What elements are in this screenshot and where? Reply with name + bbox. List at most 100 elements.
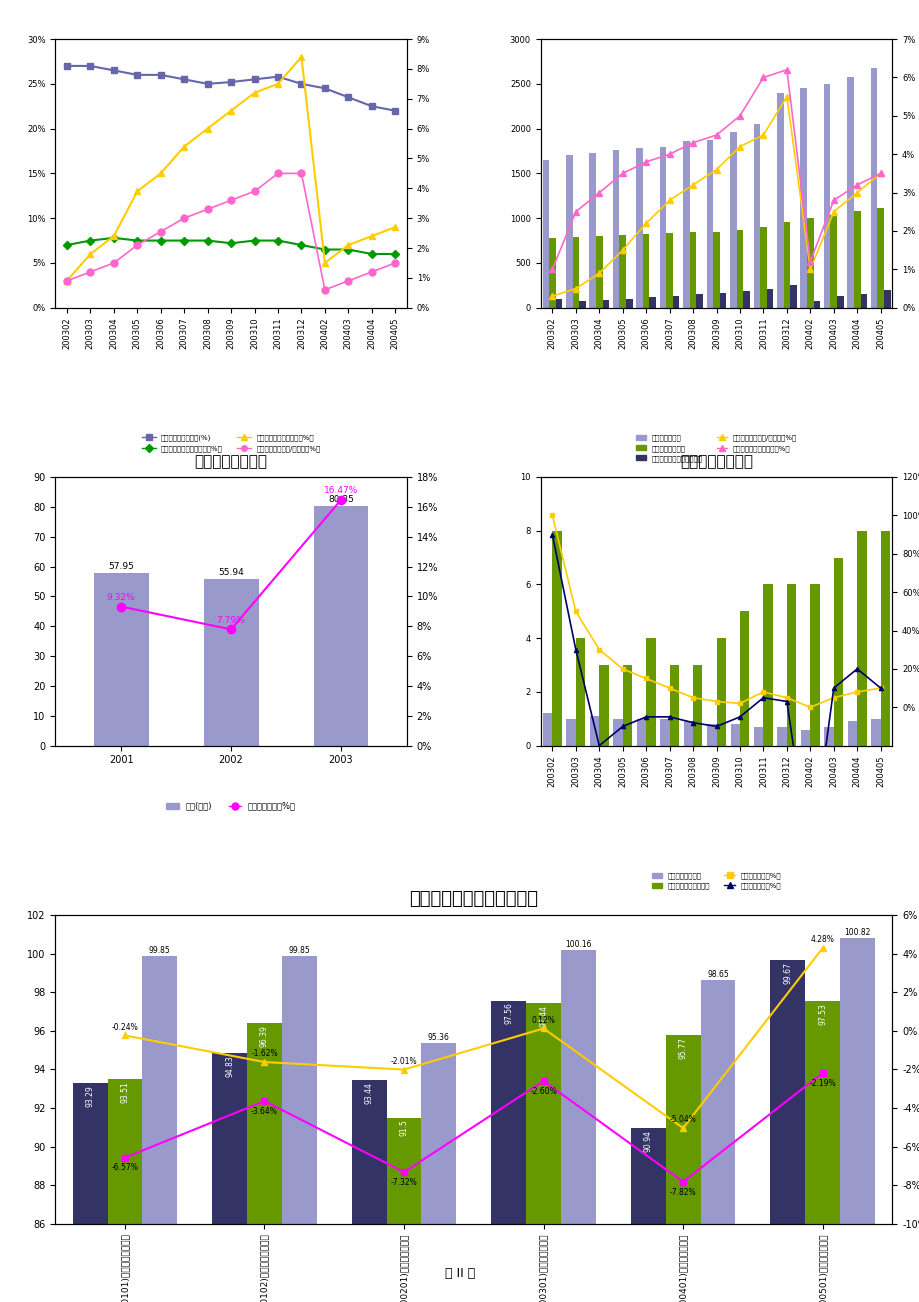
月度累计利润总额/总资产（%） — [546, 289, 557, 305]
Text: -6.57%: -6.57% — [111, 1164, 138, 1172]
Text: -5.04%: -5.04% — [669, 1116, 696, 1124]
月度累计利润总额/总资产（%） — [272, 165, 283, 181]
月度累计主营业务利润率（%） — [85, 233, 96, 249]
Text: 90.94: 90.94 — [643, 1130, 652, 1152]
月度累计主营业务利润率（%） — [390, 246, 401, 262]
Text: -2.01%: -2.01% — [391, 1057, 417, 1066]
Bar — [247, 1023, 281, 1302]
月度累计净资产收益率（%） — [733, 108, 744, 124]
月度累计主营业务利润率（%） — [178, 233, 189, 249]
月度累计利润总额/总资产（%） — [827, 204, 838, 220]
月度累计销售毛利率(%) — [296, 76, 307, 91]
Text: 98.65: 98.65 — [707, 970, 728, 979]
月度累计利润总额/总资产（%） — [874, 165, 885, 181]
Text: 93.51: 93.51 — [120, 1081, 130, 1103]
产量同比增速（%） — [116, 599, 127, 615]
月度累计利润总额/总资产（%） — [617, 242, 628, 258]
Text: 93.44: 93.44 — [364, 1082, 373, 1104]
Bar — [142, 957, 177, 1302]
Bar — [789, 285, 796, 307]
产量环比增速（%） — [827, 680, 838, 695]
产量同比增速（%） — [593, 642, 604, 658]
Bar — [598, 665, 608, 746]
Bar — [636, 719, 645, 746]
产量环比增速（%） — [546, 527, 557, 543]
产量同比增速（%） — [757, 684, 768, 699]
产量环比增速（%） — [780, 694, 791, 710]
月度累计净资产收益率（%） — [874, 165, 885, 181]
月度累计利润总额/总资产（%） — [296, 165, 307, 181]
环比增长率（%） — [816, 940, 827, 956]
Text: 99.85: 99.85 — [289, 947, 310, 956]
产量同比增速（%） — [640, 671, 651, 686]
月度累计销售毛利率(%) — [131, 68, 142, 83]
产量环比增速（%） — [874, 680, 885, 695]
同比增长率（%） — [259, 1094, 270, 1109]
产量同比增速（%） — [617, 661, 628, 677]
Bar — [542, 160, 549, 307]
Bar — [833, 557, 842, 746]
Bar — [636, 148, 642, 307]
Bar — [212, 1053, 247, 1302]
月度累计净资产收益率（%） — [827, 193, 838, 208]
Bar — [618, 236, 625, 307]
产量环比增速（%） — [851, 661, 862, 677]
Text: 99.67: 99.67 — [782, 962, 791, 984]
月度累计利润总额/总资产（%） — [710, 161, 721, 177]
Bar — [800, 89, 806, 307]
月度累计利润总额/总资产（%） — [733, 139, 744, 155]
Bar — [596, 236, 602, 307]
Bar — [683, 721, 692, 746]
月度累计利润总额/总资产（%） — [640, 215, 651, 230]
Bar — [351, 1081, 386, 1302]
产量同比增速（%） — [851, 684, 862, 699]
Bar — [847, 721, 857, 746]
月度累计利润总额/总资产（%） — [780, 89, 791, 104]
月度累计销售毛利率(%) — [85, 59, 96, 74]
Bar — [836, 296, 843, 307]
月度累计利润总额/总资产（%） — [225, 193, 236, 208]
环比增长率（%） — [398, 1061, 409, 1077]
月度累计净资产收益率（%） — [108, 228, 119, 243]
同比增长率（%） — [398, 1164, 409, 1180]
Bar — [806, 219, 812, 307]
产量同比增速（%） — [780, 690, 791, 706]
月度累计主营业务利润率（%） — [108, 230, 119, 246]
Line: 月度累计销售毛利率(%): 月度累计销售毛利率(%) — [63, 62, 398, 115]
Text: 97.53: 97.53 — [817, 1003, 826, 1025]
产量同比增速（%） — [686, 690, 698, 706]
环比增长率（%） — [538, 1021, 549, 1036]
月度累计利润总额/总资产（%） — [343, 273, 354, 289]
Line: 产量环比增速（%）: 产量环比增速（%） — [550, 533, 882, 863]
Legend: 月度累计销售毛利率(%), 月度累计主营业务利润率（%）, 月度累计净资产收益率（%）, 月度累计利润总额/总资产（%）: 月度累计销售毛利率(%), 月度累计主营业务利润率（%）, 月度累计净资产收益率… — [139, 432, 323, 454]
Bar — [94, 573, 149, 746]
Text: 0.12%: 0.12% — [531, 1016, 555, 1025]
Bar — [857, 531, 866, 746]
Bar — [549, 238, 555, 307]
Bar — [777, 727, 786, 746]
同比增长率（%） — [538, 1073, 549, 1088]
Text: 97.44: 97.44 — [539, 1005, 548, 1027]
月度累计利润总额/总资产（%） — [62, 273, 73, 289]
产量环比增速（%） — [664, 710, 675, 725]
Bar — [823, 83, 830, 307]
Bar — [612, 150, 618, 307]
Bar — [739, 612, 749, 746]
Text: -7.32%: -7.32% — [391, 1178, 417, 1187]
月度累计主营业务利润率（%） — [366, 246, 377, 262]
月度累计净资产收益率（%） — [319, 255, 330, 271]
月度累计利润总额/总资产（%） — [108, 255, 119, 271]
月度累计销售毛利率(%) — [319, 81, 330, 96]
Text: 95.77: 95.77 — [678, 1038, 686, 1059]
产量环比增速（%） — [640, 710, 651, 725]
Bar — [730, 724, 739, 746]
月度累计利润总额/总资产（%） — [851, 185, 862, 201]
Bar — [589, 716, 598, 746]
Bar — [883, 290, 890, 307]
Bar — [699, 979, 734, 1302]
月度累计净资产收益率（%） — [546, 262, 557, 277]
Bar — [870, 68, 877, 307]
Bar — [692, 665, 702, 746]
月度累计净资产收益率（%） — [62, 273, 73, 289]
Bar — [777, 92, 783, 307]
